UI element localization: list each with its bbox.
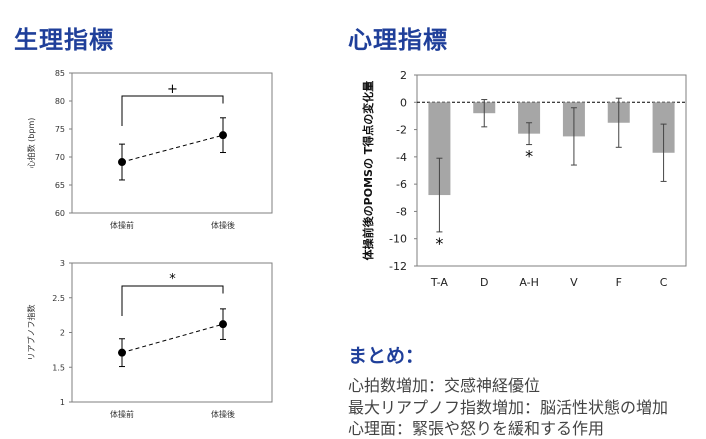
series-line xyxy=(121,134,224,163)
bar-chart-poms: 2 0 -2 -4 -6 -8 -10 -12 T-A * D A-H * V F C 体操前後のPOMSの T… xyxy=(361,69,687,289)
significance-marker: * xyxy=(169,272,176,287)
y-tick-label: 2.5 xyxy=(52,294,65,303)
y-tick-label: 2 xyxy=(400,69,407,82)
y-tick-label: -6 xyxy=(396,178,407,191)
y-tick-label: -12 xyxy=(389,260,407,273)
y-tick-label: 3 xyxy=(60,259,65,268)
significance-marker: * xyxy=(525,147,533,166)
y-tick-label: 85 xyxy=(55,69,65,78)
significance-bracket xyxy=(121,95,224,126)
x-tick-label: D xyxy=(480,276,488,289)
data-point xyxy=(219,320,227,329)
series-line xyxy=(121,323,224,354)
data-point xyxy=(118,158,126,167)
physiological-heading: 生理指標 xyxy=(14,26,114,54)
y-tick-label: 80 xyxy=(55,97,65,106)
data-point xyxy=(219,131,227,140)
y-tick-label: 75 xyxy=(55,125,65,134)
summary-line-heart-rate: 心拍数増加：交感神経優位 xyxy=(348,376,541,395)
y-tick-label: 0 xyxy=(400,96,407,109)
x-tick-label: 体操後 xyxy=(211,220,235,230)
x-tick-label: 体操前 xyxy=(110,220,134,230)
significance-bracket xyxy=(121,285,224,316)
data-point xyxy=(118,348,126,357)
y-axis-label: 心拍数 (bpm) xyxy=(26,118,36,169)
significance-marker: + xyxy=(167,82,178,97)
y-tick-label: -10 xyxy=(389,233,407,246)
y-tick-label: -2 xyxy=(396,124,407,137)
y-tick-label: 1.5 xyxy=(52,363,65,372)
x-tick-label: V xyxy=(570,276,578,289)
y-axis-label: 体操前後のPOMSの T得点の変化量 xyxy=(361,81,375,261)
y-tick-label: -4 xyxy=(396,151,407,164)
y-tick-label: 70 xyxy=(55,153,65,162)
x-tick-label: F xyxy=(616,276,622,289)
y-axis-label: リアプノフ指数 xyxy=(26,305,36,361)
line-chart-1: 60 65 70 75 80 85 心拍数 (bpm) 体操前 体操後 + xyxy=(26,69,273,230)
bar xyxy=(518,102,541,134)
y-tick-label: -8 xyxy=(396,205,407,218)
summary-line-psychological: 心理面：緊張や怒りを緩和する作用 xyxy=(348,419,605,438)
y-tick-label: 2 xyxy=(60,329,65,338)
y-tick-label: 60 xyxy=(55,209,65,218)
x-tick-label: 体操前 xyxy=(110,409,134,419)
plot-frame xyxy=(416,74,687,267)
summary-title: まとめ： xyxy=(348,345,425,367)
x-tick-label: A-H xyxy=(519,276,539,289)
summary-line-lyapunov: 最大リアプノフ指数増加：脳活性状態の増加 xyxy=(348,398,669,417)
x-tick-label: 体操後 xyxy=(211,409,235,419)
significance-marker: * xyxy=(435,234,443,253)
x-tick-label: C xyxy=(660,276,668,289)
plot-frame xyxy=(71,72,273,214)
bar xyxy=(428,102,451,196)
x-tick-label: T-A xyxy=(430,276,448,289)
y-tick-label: 65 xyxy=(55,181,65,190)
psychological-heading: 心理指標 xyxy=(348,26,448,54)
y-tick-label: 1 xyxy=(60,398,65,407)
